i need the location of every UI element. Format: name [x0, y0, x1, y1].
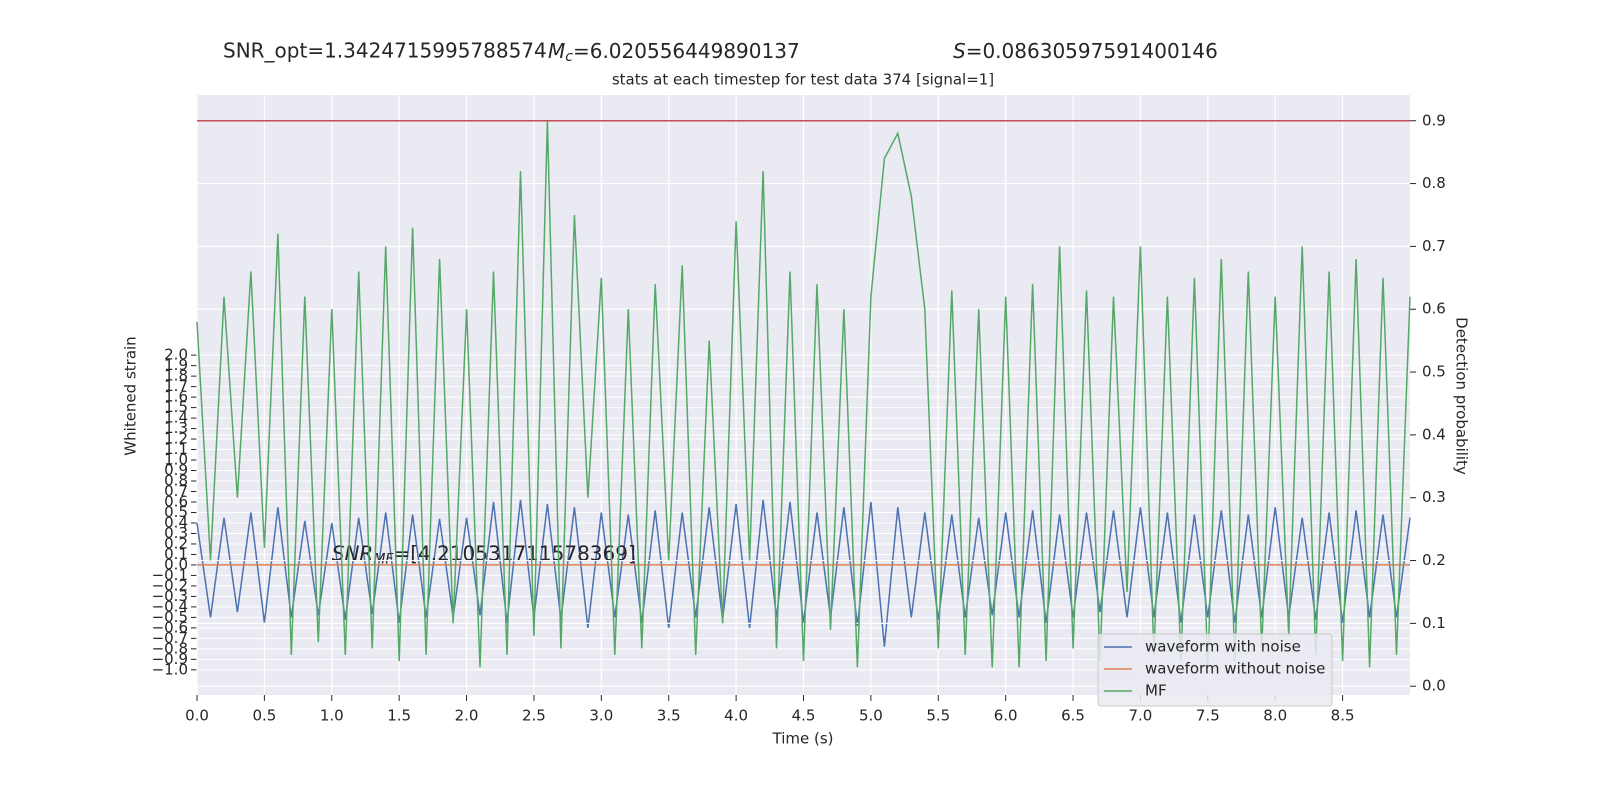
chart-title: stats at each timestep for test data 374…: [612, 71, 994, 89]
y2-tick-label: 0.7: [1422, 237, 1446, 255]
y2-tick-label: 0.6: [1422, 300, 1446, 318]
x-tick-label: 0.0: [185, 707, 209, 725]
y-tick-label: −1.0: [152, 660, 188, 678]
y-tick-label: −0.8: [152, 639, 188, 657]
y-tick-label: −0.4: [152, 597, 188, 615]
y-tick-label: 0.4: [164, 513, 188, 531]
x-tick-label: 5.0: [859, 707, 883, 725]
y-tick-label: −0.9: [152, 650, 188, 668]
y2-tick-label: 0.4: [1422, 425, 1446, 443]
y-tick-label: 0.1: [164, 545, 188, 563]
x-tick-label: 6.5: [1061, 707, 1085, 725]
y-tick-label: −0.3: [152, 587, 188, 605]
y-tick-label: −0.7: [152, 629, 188, 647]
y-tick-label: 2.0: [164, 346, 188, 364]
y-tick-label: 1.5: [164, 398, 188, 416]
y2-axis-label: Detection probability: [1453, 317, 1471, 475]
symbol: M: [548, 39, 565, 63]
y2-tick-label: 0.8: [1422, 174, 1446, 192]
x-tick-label: 4.0: [724, 707, 748, 725]
y-tick-label: 0.9: [164, 461, 188, 479]
y-tick-label: 0.8: [164, 472, 188, 490]
x-tick-label: 7.5: [1196, 707, 1220, 725]
subscript: c: [565, 49, 573, 65]
y-tick-label: 1.3: [164, 419, 188, 437]
legend-label: MF: [1145, 682, 1167, 700]
x-tick-label: 8.5: [1331, 707, 1355, 725]
x-tick-label: 2.5: [522, 707, 546, 725]
series-line: [196, 499, 1411, 647]
y2-tick-label: 0.9: [1422, 111, 1446, 129]
x-axis-label: Time (s): [772, 730, 834, 748]
x-tick-label: 2.0: [455, 707, 479, 725]
x-tick-label: 5.5: [926, 707, 950, 725]
y-tick-label: 1.6: [164, 388, 188, 406]
y-tick-label: 0.6: [164, 492, 188, 510]
y-axis-label: Whitened strain: [122, 336, 140, 455]
y-tick-label: −0.6: [152, 618, 188, 636]
y-tick-label: 0.3: [164, 524, 188, 542]
y-tick-label: 1.0: [164, 451, 188, 469]
y-tick-label: 0.7: [164, 482, 188, 500]
y2-tick-label: 0.0: [1422, 677, 1446, 695]
y-tick-label: 1.9: [164, 356, 188, 374]
header-snr: SNR_opt=1.3424715995788574: [223, 39, 547, 63]
legend-label: waveform with noise: [1145, 638, 1301, 656]
y-tick-label: 0.5: [164, 503, 188, 521]
y-tick-label: 1.4: [164, 409, 188, 427]
y2-tick-label: 0.1: [1422, 614, 1446, 632]
x-tick-label: 4.5: [792, 707, 816, 725]
x-tick-label: 0.5: [252, 707, 276, 725]
header-mc: Mc=6.020556449890137: [548, 39, 800, 66]
y2-tick-label: 0.2: [1422, 551, 1446, 569]
y-tick-label: 0.0: [164, 555, 188, 573]
legend-box: [1097, 633, 1333, 707]
y-tick-label: −0.5: [152, 608, 188, 626]
value: =0.08630597591400146: [966, 39, 1218, 63]
header-s: S=0.08630597591400146: [953, 39, 1218, 63]
x-tick-label: 6.0: [994, 707, 1018, 725]
y2-tick-label: 0.5: [1422, 363, 1446, 381]
x-tick-label: 3.5: [657, 707, 681, 725]
symbol: S: [953, 39, 966, 63]
value: =6.020556449890137: [573, 39, 800, 63]
y-tick-label: 1.7: [164, 377, 188, 395]
y-tick-label: 1.2: [164, 430, 188, 448]
y2-tick-label: 0.3: [1422, 488, 1446, 506]
x-tick-label: 1.0: [320, 707, 344, 725]
subscript: MF: [373, 551, 394, 567]
symbol: SNR: [332, 541, 374, 565]
y-tick-label: −0.2: [152, 576, 188, 594]
x-tick-label: 8.0: [1263, 707, 1287, 725]
y-tick-label: 0.2: [164, 534, 188, 552]
x-tick-label: 3.0: [589, 707, 613, 725]
y-tick-label: −0.1: [152, 566, 188, 584]
x-tick-label: 7.0: [1129, 707, 1153, 725]
legend-label: waveform without noise: [1145, 660, 1325, 678]
x-tick-label: 1.5: [387, 707, 411, 725]
y-tick-label: 1.1: [164, 440, 188, 458]
y-tick-label: 1.8: [164, 367, 188, 385]
